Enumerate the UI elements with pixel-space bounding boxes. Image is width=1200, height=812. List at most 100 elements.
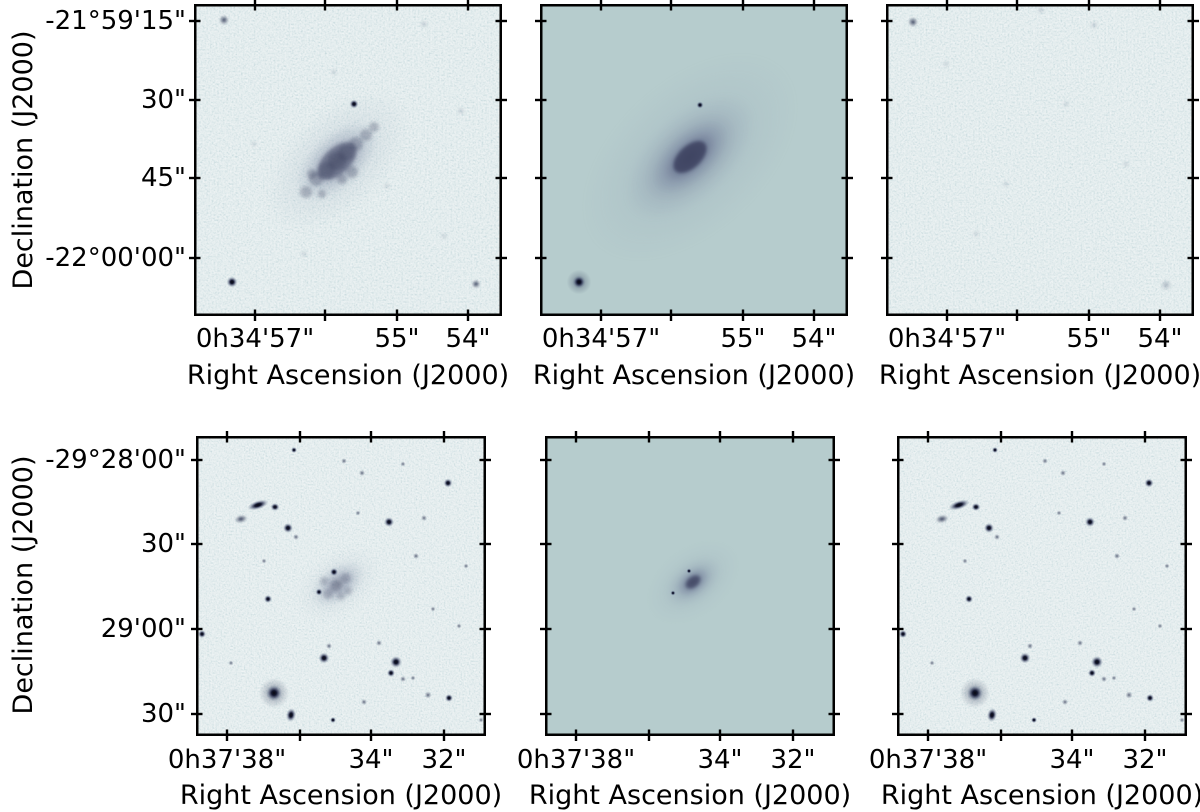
star: [572, 275, 586, 289]
star: [686, 568, 692, 574]
y-axis-title: Declination (J2000): [8, 455, 39, 715]
soft-star: [219, 15, 229, 25]
faint-source: [359, 470, 365, 476]
star: [330, 717, 336, 723]
star: [330, 568, 338, 576]
faint-source: [1179, 717, 1185, 723]
y-tick-label: 30": [140, 529, 186, 559]
star: [1091, 656, 1103, 668]
elongated-source: [234, 514, 248, 524]
smudge: [421, 21, 427, 27]
smudge: [1063, 101, 1069, 107]
x-tick-label: 32": [1122, 745, 1168, 775]
sky-noise: [897, 436, 1187, 736]
y-tick-label: -22°00'00": [45, 243, 186, 273]
smudge: [441, 233, 447, 239]
galaxy-clump: [307, 169, 317, 179]
faint-source: [410, 675, 416, 681]
galaxy-clump: [318, 190, 326, 198]
faint-source: [421, 515, 427, 521]
x-axis-title: Right Ascension (J2000): [880, 780, 1200, 811]
smudge: [973, 231, 979, 237]
x-tick-label: 34": [1049, 745, 1095, 775]
faint-source: [1042, 458, 1048, 464]
star: [670, 590, 676, 596]
star: [349, 99, 359, 109]
x-tick-label: 0h34'57": [541, 324, 661, 354]
x-tick-label: 55": [374, 324, 420, 354]
panel-row2-model-image: [540, 431, 840, 741]
panel-row1-data-image: [189, 0, 507, 321]
smudge: [458, 108, 464, 114]
star: [1031, 717, 1037, 723]
faint-source: [1157, 623, 1163, 629]
x-tick-label: 0h37'38": [167, 745, 287, 775]
x-tick-label: 55": [1066, 324, 1112, 354]
faint-source: [430, 606, 436, 612]
smudge: [1003, 181, 1009, 187]
faint-source: [1114, 553, 1120, 559]
x-tick-label: 0h34'57": [195, 324, 315, 354]
faint-source: [1101, 461, 1107, 467]
smudge: [1161, 280, 1171, 290]
galaxy-clump: [338, 145, 354, 161]
faint-source: [463, 563, 469, 569]
x-tick-label: 54": [445, 324, 491, 354]
faint-source: [1131, 606, 1137, 612]
galaxy-clump: [346, 166, 358, 178]
faint-source: [1125, 691, 1133, 699]
panel-content: [899, 447, 1187, 723]
star: [270, 503, 280, 511]
galaxy-clump: [341, 573, 351, 583]
faint-source: [1027, 643, 1033, 649]
faint-source: [361, 699, 367, 705]
x-axis-title: Right Ascension (J2000): [528, 780, 852, 811]
star: [445, 694, 453, 702]
star: [899, 630, 907, 638]
galaxy-nucleus: [685, 575, 701, 589]
star: [198, 630, 206, 638]
smudge: [251, 141, 257, 147]
x-tick-label: 34": [348, 745, 394, 775]
panel-content: [908, 7, 1171, 290]
star: [384, 517, 394, 527]
faint-source: [341, 458, 347, 464]
star: [226, 276, 238, 288]
star: [266, 685, 282, 701]
x-tick-label: 32": [421, 745, 467, 775]
panel-frame: [540, 4, 848, 316]
soft-star: [471, 279, 481, 289]
faint-source: [456, 623, 462, 629]
elongated-source: [285, 708, 297, 722]
galaxy-clump: [323, 589, 333, 599]
faint-source: [994, 534, 1000, 540]
x-tick-label: 54": [1137, 324, 1183, 354]
sky-noise: [886, 4, 1194, 316]
star: [965, 595, 973, 603]
star: [283, 523, 293, 533]
panel-frame: [545, 436, 835, 736]
x-tick-label: 55": [720, 324, 766, 354]
galaxy-clump: [349, 137, 363, 151]
smudge: [1123, 161, 1129, 167]
star: [984, 523, 994, 533]
faint-source: [228, 660, 234, 666]
faint-source: [1122, 515, 1128, 521]
soft-star: [908, 17, 918, 27]
galaxy-clump: [300, 186, 312, 198]
panel-frame: [897, 436, 1187, 736]
faint-source: [261, 558, 267, 564]
smudge: [301, 251, 307, 257]
x-axis-title: Right Ascension (J2000): [878, 360, 1200, 391]
galaxy-clump: [320, 577, 328, 585]
star: [443, 478, 453, 488]
faint-source: [1111, 675, 1117, 681]
x-tick-label: 0h37'38": [868, 745, 988, 775]
panel-frame: [196, 436, 486, 736]
star: [315, 588, 323, 596]
smudge: [331, 69, 337, 75]
smudge: [1038, 7, 1044, 13]
faint-source: [424, 691, 432, 699]
faint-source: [326, 643, 332, 649]
